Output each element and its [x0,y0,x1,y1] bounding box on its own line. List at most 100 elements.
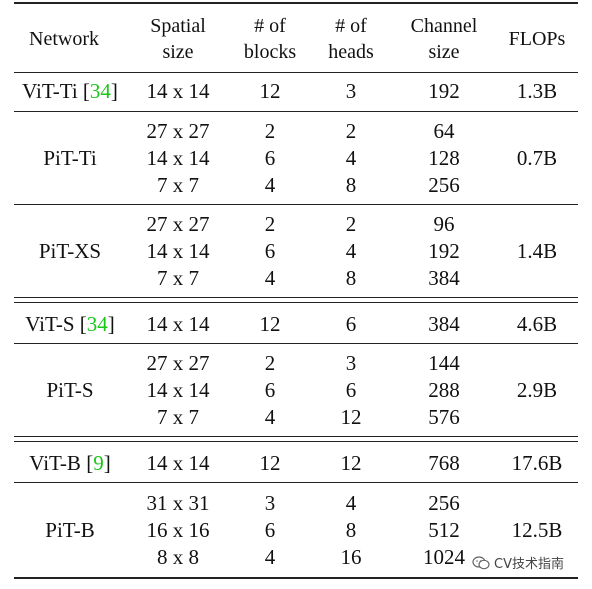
spatial-cell: 14 x 14 [146,79,210,103]
channel-cell: 256 [428,173,460,197]
header-network: Network [29,28,99,50]
blocks-cell: 2 [264,351,276,375]
model-name: PiT-S [14,377,126,404]
blocks-cell: 4 [264,266,276,290]
header-blocks-line2: blocks [243,41,297,63]
blocks-cell: 12 [259,79,281,103]
flops-cell: 2.9B [516,378,558,402]
model-label: ViT-S [25,312,75,336]
channel-cell: 256 [428,491,460,515]
blocks-cell: 3 [264,491,276,515]
spatial-cell: 27 x 27 [146,119,210,143]
flops-cell: 4.6B [516,312,558,336]
channel-cell: 576 [428,405,460,429]
spatial-cell: 7 x 7 [157,405,199,429]
row-rule [14,343,578,344]
header-blocks-line1: # of [254,15,286,37]
header-heads-line1: # of [335,15,367,37]
wechat-icon [472,555,490,569]
header-flops: FLOPs [508,28,566,50]
row-rule [14,441,578,442]
spatial-cell: 27 x 27 [146,212,210,236]
blocks-cell: 6 [264,239,276,263]
heads-cell: 4 [345,146,357,170]
spatial-cell: 14 x 14 [146,451,210,475]
heads-cell: 2 [345,119,357,143]
heads-cell: 6 [345,378,357,402]
channel-cell: 96 [433,212,455,236]
channel-cell: 192 [428,79,460,103]
model-name: PiT-XS [14,238,126,265]
model-name: ViT-B [9] [29,451,111,475]
model-name: PiT-Ti [14,145,126,172]
heads-cell: 3 [345,79,357,103]
model-label: PiT-Ti [43,146,97,170]
heads-cell: 8 [345,173,357,197]
row-rule [14,436,578,437]
spatial-cell: 7 x 7 [157,173,199,197]
blocks-cell: 12 [259,451,281,475]
spatial-cell: 14 x 14 [146,146,210,170]
blocks-cell: 2 [264,119,276,143]
header-spatial-line2: size [162,41,194,63]
blocks-cell: 12 [259,312,281,336]
channel-cell: 192 [428,239,460,263]
spatial-cell: 16 x 16 [146,518,210,542]
spatial-cell: 7 x 7 [157,266,199,290]
heads-cell: 8 [345,518,357,542]
watermark: CV技术指南 [472,553,564,572]
heads-cell: 16 [340,545,362,569]
heads-cell: 3 [345,351,357,375]
row-rule [14,204,578,205]
blocks-cell: 4 [264,405,276,429]
header-rule [14,72,578,73]
header-heads-line2: heads [328,41,374,63]
channel-cell: 144 [428,351,460,375]
header-channel-line1: Channel [410,15,478,37]
flops-cell: 1.3B [516,79,558,103]
spatial-cell: 14 x 14 [146,312,210,336]
heads-cell: 8 [345,266,357,290]
model-label: PiT-S [46,378,94,402]
citation-link[interactable]: 34 [89,79,111,103]
spatial-cell: 8 x 8 [157,545,199,569]
spatial-cell: 27 x 27 [146,351,210,375]
top-rule [14,2,578,4]
flops-cell: 0.7B [516,146,558,170]
header-spatial-line1: Spatial [150,15,206,37]
citation-link[interactable]: 34 [86,312,108,336]
row-rule [14,302,578,303]
heads-cell: 12 [340,405,362,429]
row-rule [14,111,578,112]
flops-cell: 12.5B [511,518,563,542]
heads-cell: 6 [345,312,357,336]
row-rule [14,577,578,579]
model-label: PiT-B [45,518,95,542]
blocks-cell: 4 [264,173,276,197]
model-label: PiT-XS [38,239,102,263]
blocks-cell: 6 [264,146,276,170]
blocks-cell: 6 [264,518,276,542]
flops-cell: 1.4B [516,239,558,263]
channel-cell: 1024 [423,545,465,569]
spatial-cell: 14 x 14 [146,378,210,402]
channel-cell: 288 [428,378,460,402]
flops-cell: 17.6B [511,451,563,475]
row-rule [14,482,578,483]
channel-cell: 768 [428,451,460,475]
blocks-cell: 4 [264,545,276,569]
spatial-cell: 14 x 14 [146,239,210,263]
header-channel-line2: size [428,41,460,63]
heads-cell: 2 [345,212,357,236]
watermark-text: CV技术指南 [494,557,564,572]
channel-cell: 384 [428,266,460,290]
model-label: ViT-B [29,451,81,475]
heads-cell: 12 [340,451,362,475]
citation-link[interactable]: 9 [93,451,104,475]
row-rule [14,297,578,298]
model-name: ViT-Ti [34] [22,79,118,103]
channel-cell: 64 [433,119,455,143]
heads-cell: 4 [345,239,357,263]
blocks-cell: 2 [264,212,276,236]
spatial-cell: 31 x 31 [146,491,210,515]
